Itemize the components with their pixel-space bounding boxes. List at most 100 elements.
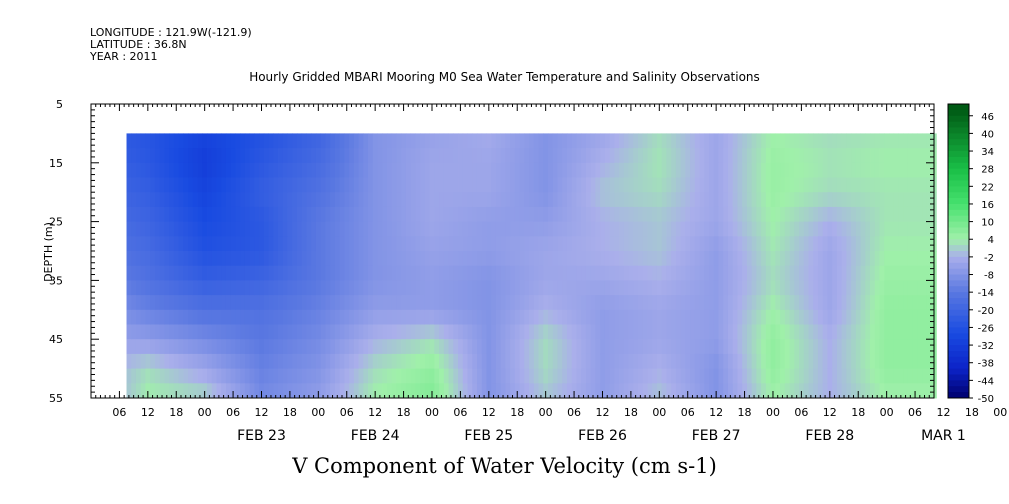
heatmap-cell <box>439 133 445 149</box>
heatmap-cell <box>713 162 719 178</box>
heatmap-cell <box>746 236 753 252</box>
heatmap-cell <box>922 206 928 222</box>
heatmap-cell <box>633 309 639 325</box>
heatmap-cell <box>462 162 468 178</box>
heatmap-cell <box>169 206 175 222</box>
colorbar-label: -32 <box>978 341 994 352</box>
heatmap-cell <box>780 353 786 369</box>
heatmap-cell <box>372 192 378 208</box>
heatmap-cell <box>841 236 847 252</box>
heatmap-cell <box>405 221 412 237</box>
heatmap-cell <box>249 353 255 369</box>
heatmap-cell <box>273 353 279 369</box>
heatmap-cell <box>557 148 563 164</box>
heatmap-cell <box>278 177 284 193</box>
heatmap-cell <box>690 177 696 193</box>
heatmap-cell <box>529 236 535 252</box>
heatmap-cell <box>742 265 748 281</box>
heatmap-cell <box>898 324 904 340</box>
heatmap-cell <box>254 309 260 325</box>
x-tick-label: 12 <box>368 406 382 419</box>
heatmap-cell <box>282 265 288 281</box>
heatmap-cell <box>713 309 719 325</box>
heatmap-cell <box>855 295 861 311</box>
heatmap-cell <box>855 236 861 252</box>
heatmap-cell <box>292 295 298 311</box>
heatmap-cell <box>595 251 601 267</box>
heatmap-cell <box>827 324 833 340</box>
heatmap-cell <box>500 368 506 384</box>
heatmap-cell <box>727 295 734 311</box>
heatmap-cell <box>889 339 895 355</box>
heatmap-cell <box>699 206 705 222</box>
heatmap-cell <box>690 383 696 399</box>
heatmap-cell <box>713 295 719 311</box>
heatmap-cell <box>879 251 885 267</box>
heatmap-cell <box>424 221 431 237</box>
heatmap-cell <box>244 162 251 178</box>
heatmap-cell <box>202 192 208 208</box>
x-day-label: FEB 28 <box>805 428 854 444</box>
heatmap-cell <box>349 353 355 369</box>
heatmap-cell <box>235 309 241 325</box>
heatmap-cell <box>358 162 364 178</box>
heatmap-cell <box>382 280 388 296</box>
heatmap-cell <box>230 192 236 208</box>
heatmap-cell <box>893 339 899 355</box>
heatmap-cell <box>789 206 795 222</box>
heatmap-cell <box>472 133 478 149</box>
heatmap-cell <box>188 309 194 325</box>
heatmap-cell <box>505 133 511 149</box>
heatmap-cell <box>903 192 909 208</box>
heatmap-cell <box>704 309 710 325</box>
heatmap-cell <box>799 162 805 178</box>
heatmap-cell <box>443 192 449 208</box>
heatmap-cell <box>325 368 331 384</box>
heatmap-cell <box>249 133 255 149</box>
heatmap-cell <box>183 368 189 384</box>
heatmap-cell <box>330 192 336 208</box>
heatmap-cell <box>794 309 800 325</box>
heatmap-cell <box>851 236 857 252</box>
heatmap-cell <box>590 339 596 355</box>
heatmap-cell <box>197 221 203 237</box>
heatmap-cell <box>609 221 615 237</box>
heatmap-cell <box>912 221 918 237</box>
heatmap-cell <box>467 383 473 399</box>
heatmap-cell <box>870 383 876 399</box>
heatmap-cell <box>353 309 359 325</box>
heatmap-cell <box>311 236 317 252</box>
heatmap-cell <box>244 280 251 296</box>
heatmap-cell <box>912 236 918 252</box>
heatmap-cell <box>207 148 213 164</box>
heatmap-cell <box>889 221 895 237</box>
heatmap-cell <box>178 251 184 267</box>
heatmap-cell <box>240 368 246 384</box>
heatmap-cell <box>709 206 715 222</box>
heatmap-cell <box>633 251 639 267</box>
heatmap-cell <box>656 236 663 252</box>
heatmap-cell <box>377 280 383 296</box>
heatmap-cell <box>467 251 473 267</box>
heatmap-cell <box>671 309 677 325</box>
heatmap-cell <box>420 265 426 281</box>
heatmap-cell <box>207 309 213 325</box>
heatmap-cell <box>178 148 184 164</box>
heatmap-cell <box>808 206 814 222</box>
heatmap-cell <box>287 309 293 325</box>
heatmap-cell <box>746 368 753 384</box>
heatmap-cell <box>339 192 345 208</box>
heatmap-cell <box>893 309 899 325</box>
heatmap-cell <box>727 236 734 252</box>
heatmap-cell <box>297 192 303 208</box>
heatmap-cell <box>249 339 255 355</box>
heatmap-cell <box>325 280 331 296</box>
heatmap-cell <box>803 353 809 369</box>
heatmap-cell <box>709 295 715 311</box>
heatmap-cell <box>922 339 928 355</box>
heatmap-cell <box>135 133 142 149</box>
heatmap-cell <box>543 192 549 208</box>
heatmap-cell <box>192 309 198 325</box>
heatmap-cell <box>851 368 857 384</box>
heatmap-cell <box>500 353 506 369</box>
